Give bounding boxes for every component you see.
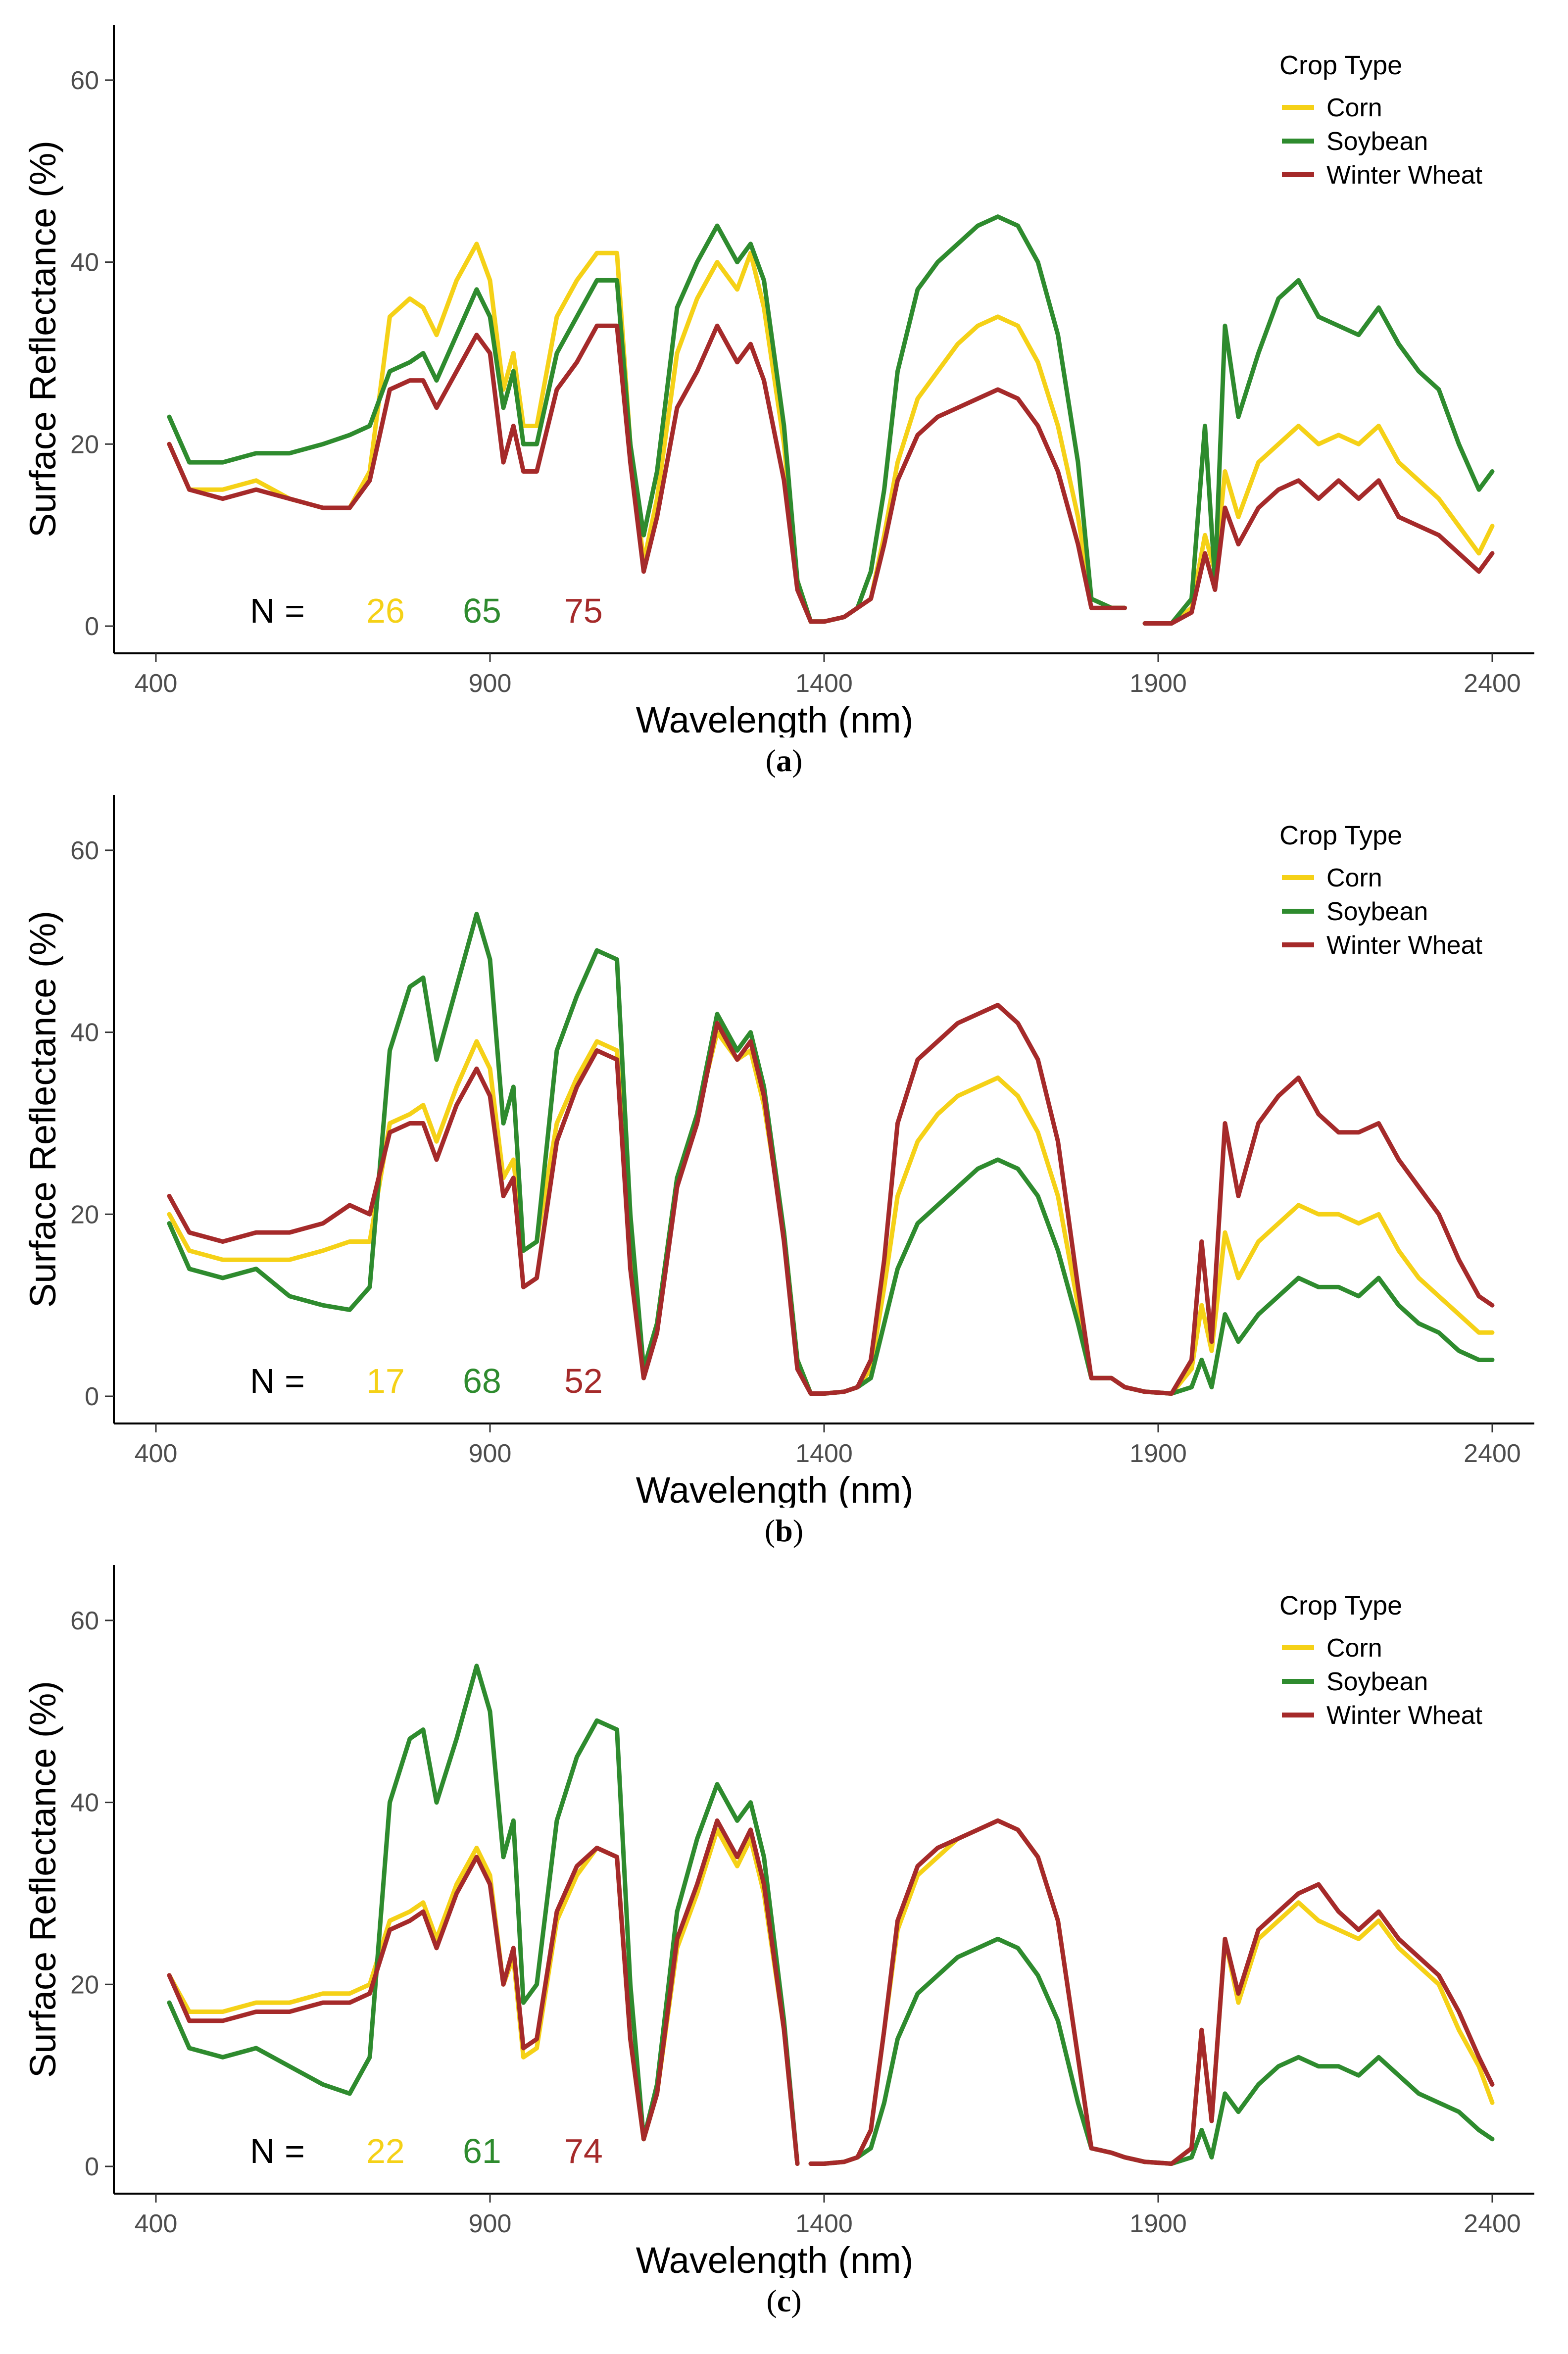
x-tick-label: 1900 [1129, 1439, 1187, 1468]
series-line-soybean [167, 912, 1495, 1396]
y-tick-label: 60 [70, 836, 99, 865]
y-tick-label: 40 [70, 1019, 99, 1047]
x-axis-title: Wavelength (nm) [636, 1470, 914, 1508]
panel-c: 0 20 40 60 400 900 1400 1900 2400 Wavelength (nm)… [0, 1540, 1568, 2318]
y-tick-label: 20 [70, 1200, 99, 1229]
series-line-corn [808, 1818, 1495, 2166]
n-label: N = [250, 591, 305, 630]
y-tick-label: 40 [70, 1789, 99, 1817]
n-count-soybean: 65 [463, 591, 501, 630]
x-tick-label: 1400 [795, 2209, 853, 2238]
y-axis-title: Surface Reflectance (%) [22, 911, 63, 1308]
legend-label-soybean: Soybean [1326, 897, 1428, 926]
y-tick-label: 0 [85, 1382, 99, 1411]
y-tick-label: 0 [85, 2153, 99, 2181]
y-axis-title: Surface Reflectance (%) [22, 1681, 63, 2078]
series-line-winter-wheat [1142, 478, 1495, 626]
series-line-winter-wheat [167, 1818, 800, 2166]
series-line-winter-wheat [167, 323, 1127, 624]
y-tick-label: 20 [70, 430, 99, 459]
chart-b: 0 20 40 60 400 900 1400 1900 2400 Wavelength (nm)… [22, 795, 1534, 1508]
y-tick-label: 60 [70, 1607, 99, 1635]
chart-c: 0 20 40 60 400 900 1400 1900 2400 Wavelength (nm)… [22, 1565, 1534, 2278]
legend-label-corn: Corn [1326, 94, 1382, 122]
y-tick-label: 40 [70, 248, 99, 277]
n-count-corn: 22 [366, 2132, 405, 2170]
y-axis-title: Surface Reflectance (%) [22, 141, 63, 538]
series-line-soybean [167, 214, 1127, 624]
series-line-corn [167, 1827, 800, 2166]
n-label: N = [250, 1362, 305, 1400]
n-count-corn: 17 [366, 1362, 405, 1400]
legend-label-soybean: Soybean [1326, 1667, 1428, 1696]
series-line-soybean [808, 1936, 1495, 2166]
x-tick-label: 2400 [1464, 2209, 1521, 2238]
n-count-corn: 26 [366, 591, 405, 630]
n-count-soybean: 61 [463, 2132, 501, 2170]
x-axis-title: Wavelength (nm) [636, 699, 914, 737]
x-tick-label: 2400 [1464, 669, 1521, 698]
n-count-winter-wheat: 52 [564, 1362, 603, 1400]
series-line-soybean [1142, 278, 1495, 626]
series-line-corn [1142, 424, 1495, 626]
n-count-winter-wheat: 75 [564, 591, 603, 630]
x-tick-label: 1400 [795, 669, 853, 698]
n-count-winter-wheat: 74 [564, 2132, 603, 2170]
n-label: N = [250, 2132, 305, 2170]
series-line-soybean [167, 1664, 800, 2166]
series-line-winter-wheat [808, 1818, 1495, 2166]
x-axis-title: Wavelength (nm) [636, 2240, 914, 2278]
legend-title: Crop Type [1279, 821, 1402, 850]
legend-title: Crop Type [1279, 1591, 1402, 1620]
legend-label-soybean: Soybean [1326, 127, 1428, 156]
x-tick-label: 400 [135, 2209, 178, 2238]
x-tick-label: 400 [135, 1439, 178, 1468]
y-tick-label: 60 [70, 66, 99, 95]
y-tick-label: 20 [70, 1970, 99, 1999]
n-count-soybean: 68 [463, 1362, 501, 1400]
x-tick-label: 2400 [1464, 1439, 1521, 1468]
series-line-corn [167, 242, 1127, 624]
panel-a: 0 20 40 60 400 900 1400 1900 2400 Wavelength (nm)… [0, 0, 1568, 778]
caption-c: (c) [766, 2283, 802, 2318]
legend-label-corn: Corn [1326, 864, 1382, 892]
caption-a: (a) [765, 743, 803, 778]
x-tick-label: 1400 [795, 1439, 853, 1468]
legend-label-winter-wheat: Winter Wheat [1326, 161, 1483, 190]
legend-label-winter-wheat: Winter Wheat [1326, 931, 1483, 960]
legend-title: Crop Type [1279, 50, 1402, 80]
series-line-winter-wheat [167, 1003, 1495, 1396]
chart-a: 0 20 40 60 400 900 1400 1900 2400 Wavelength (nm)… [22, 25, 1534, 737]
legend-label-corn: Corn [1326, 1634, 1382, 1663]
x-tick-label: 400 [135, 669, 178, 698]
caption-b: (b) [764, 1513, 804, 1548]
legend-label-winter-wheat: Winter Wheat [1326, 1701, 1483, 1730]
x-tick-label: 900 [469, 2209, 512, 2238]
x-tick-label: 900 [469, 669, 512, 698]
panel-b: 0 20 40 60 400 900 1400 1900 2400 Wavelength (nm)… [0, 770, 1568, 1548]
x-tick-label: 1900 [1129, 2209, 1187, 2238]
x-tick-label: 900 [469, 1439, 512, 1468]
y-tick-label: 0 [85, 612, 99, 641]
x-tick-label: 1900 [1129, 669, 1187, 698]
